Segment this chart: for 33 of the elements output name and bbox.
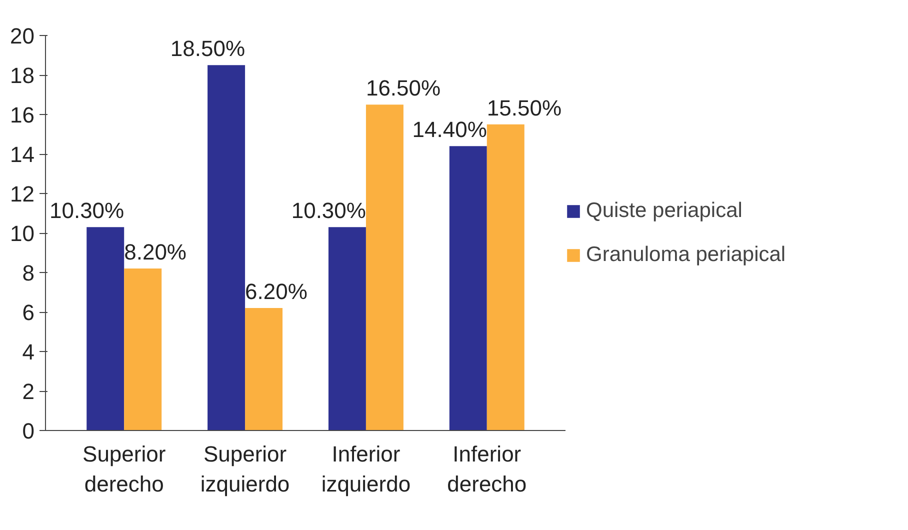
legend-label: Granuloma periapical [586, 242, 786, 266]
y-tick-label: 20 [10, 24, 35, 48]
bar [328, 227, 366, 430]
x-tick-label: Inferior izquierdo [321, 442, 411, 496]
data-label: 14.40% [412, 117, 487, 142]
x-tick-label: Superior izquierdo [200, 442, 290, 496]
bar [486, 124, 524, 430]
data-label: 6.20% [245, 279, 308, 304]
y-tick-label: 2 [22, 379, 35, 404]
y-tick-label: 10 [10, 221, 35, 246]
bar [86, 227, 124, 430]
y-tick-label: 16 [10, 102, 35, 128]
data-label: 10.30% [291, 198, 366, 224]
data-label: 18.50% [170, 36, 246, 62]
y-tick-label: 0 [22, 418, 35, 444]
bar [124, 268, 162, 430]
data-label: 15.50% [486, 95, 562, 120]
legend-label: Quiste periapical [586, 198, 742, 222]
x-tick-label: Superior derecho [82, 442, 166, 496]
y-tick-label: 8 [22, 260, 35, 286]
bar [245, 308, 283, 430]
bar [208, 65, 246, 430]
bar [366, 104, 404, 430]
y-tick-label: 12 [10, 182, 35, 206]
y-tick-label: 18 [10, 63, 35, 88]
data-label: 8.20% [124, 240, 186, 265]
x-tick-label: Inferior derecho [447, 442, 527, 496]
data-label: 16.50% [366, 76, 441, 101]
data-label: 10.30% [49, 198, 124, 224]
y-tick-label: 6 [22, 300, 35, 325]
bar [449, 146, 487, 430]
y-tick-label: 4 [22, 340, 35, 364]
y-tick-label: 14 [10, 142, 35, 167]
